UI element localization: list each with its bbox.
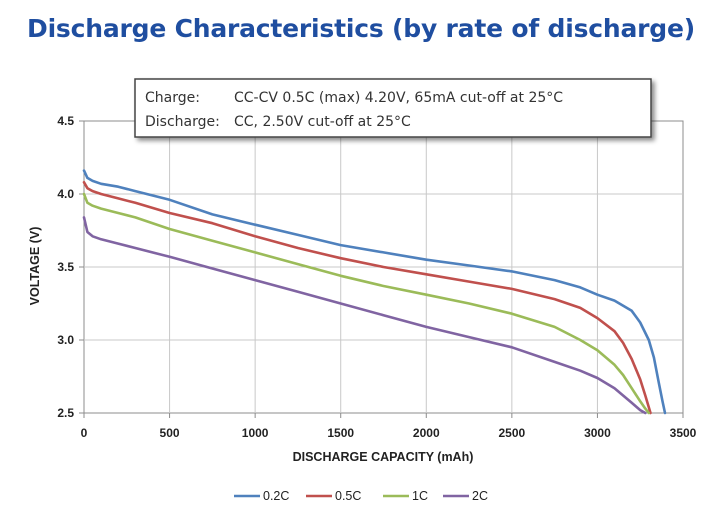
- x-tick-label: 1500: [327, 426, 354, 440]
- y-tick-label: 4.5: [57, 114, 74, 128]
- x-tick-label: 2500: [499, 426, 526, 440]
- x-tick-label: 0: [81, 426, 88, 440]
- series-line-1c: [82, 192, 651, 415]
- series-line-0-2c: [82, 169, 667, 415]
- legend-label: 2C: [472, 489, 488, 503]
- y-tick-labels: 2.5 3.0 3.5 4.0 4.5: [57, 114, 74, 420]
- x-tick-labels: 0 500 1000 1500 2000 2500 3000 3500: [81, 426, 697, 440]
- x-tick-label: 3000: [584, 426, 611, 440]
- x-axis-label: DISCHARGE CAPACITY (mAh): [293, 450, 474, 464]
- charge-text: CC-CV 0.5C (max) 4.20V, 65mA cut-off at …: [234, 90, 563, 106]
- legend: 0.2C 0.5C 1C 2C: [234, 489, 488, 503]
- legend-label: 0.2C: [263, 489, 289, 503]
- legend-label: 1C: [412, 489, 428, 503]
- discharge-text: CC, 2.50V cut-off at 25°C: [234, 114, 411, 130]
- discharge-label: Discharge:: [145, 114, 220, 130]
- x-tick-label: 3500: [670, 426, 697, 440]
- x-tick-label: 500: [160, 426, 180, 440]
- y-tick-label: 4.0: [57, 187, 74, 201]
- annotation-box: Charge: CC-CV 0.5C (max) 4.20V, 65mA cut…: [134, 78, 652, 138]
- y-tick-label: 3.0: [57, 333, 74, 347]
- y-axis-label: VOLTAGE (V): [28, 227, 42, 306]
- series-line-2c: [82, 216, 647, 415]
- y-tick-label: 2.5: [57, 406, 74, 420]
- x-tick-label: 1000: [242, 426, 269, 440]
- legend-label: 0.5C: [335, 489, 361, 503]
- charge-label: Charge:: [145, 90, 200, 106]
- series-line-0-5c: [82, 181, 652, 415]
- x-tick-label: 2000: [413, 426, 440, 440]
- chart-title: Discharge Characteristics (by rate of di…: [27, 14, 695, 43]
- series-lines: [82, 169, 667, 415]
- y-tick-label: 3.5: [57, 260, 74, 274]
